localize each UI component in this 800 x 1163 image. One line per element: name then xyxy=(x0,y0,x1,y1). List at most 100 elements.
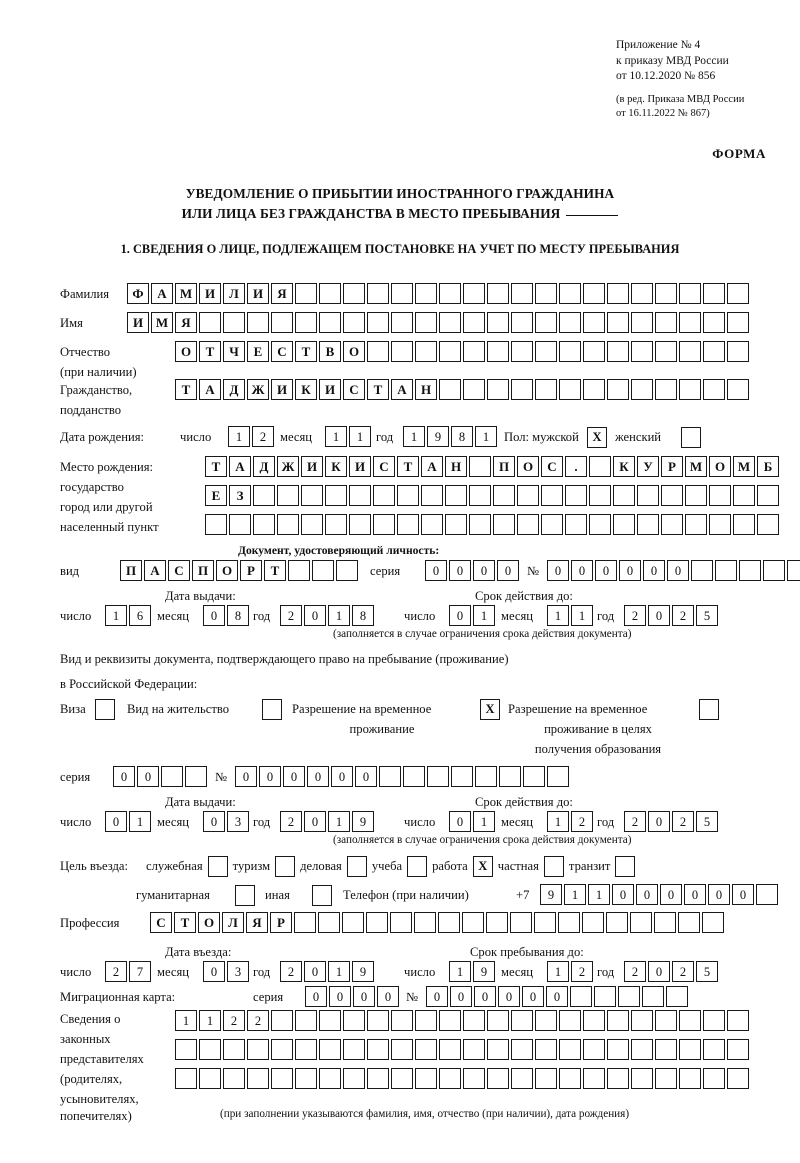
char-cell[interactable] xyxy=(727,379,749,400)
char-cell[interactable] xyxy=(655,283,677,304)
char-cell[interactable] xyxy=(607,379,629,400)
char-cell[interactable] xyxy=(511,341,533,362)
char-cell[interactable]: 0 xyxy=(113,766,135,787)
char-cell[interactable] xyxy=(277,514,299,535)
char-cell[interactable] xyxy=(223,1068,245,1089)
char-cell[interactable]: А xyxy=(144,560,166,581)
char-cell[interactable] xyxy=(679,283,701,304)
char-cell[interactable] xyxy=(493,485,515,506)
char-cell[interactable]: 1 xyxy=(547,961,569,982)
char-cell[interactable]: К xyxy=(295,379,317,400)
char-cell[interactable]: 0 xyxy=(304,605,326,626)
char-cell[interactable] xyxy=(607,1068,629,1089)
char-cell[interactable]: 0 xyxy=(377,986,399,1007)
char-cell[interactable] xyxy=(319,1068,341,1089)
char-cell[interactable] xyxy=(787,560,800,581)
char-cell[interactable]: 1 xyxy=(571,605,593,626)
char-cell[interactable] xyxy=(757,514,779,535)
char-cell[interactable] xyxy=(199,312,221,333)
char-cell[interactable]: 2 xyxy=(105,961,127,982)
char-cell[interactable]: Л xyxy=(222,912,244,933)
char-cell[interactable]: 1 xyxy=(325,426,347,447)
purpose-option-checkbox[interactable] xyxy=(207,855,228,877)
char-cell[interactable] xyxy=(607,283,629,304)
char-cell[interactable] xyxy=(367,1068,389,1089)
char-cell[interactable]: 0 xyxy=(449,605,471,626)
char-cell[interactable] xyxy=(271,1039,293,1060)
char-cell[interactable]: 0 xyxy=(547,560,569,581)
visa-checkbox[interactable] xyxy=(95,698,115,720)
char-cell[interactable]: 2 xyxy=(280,605,302,626)
char-cell[interactable] xyxy=(618,986,640,1007)
char-cell[interactable]: 0 xyxy=(619,560,641,581)
char-cell[interactable]: 1 xyxy=(105,605,127,626)
char-cell[interactable] xyxy=(223,1039,245,1060)
char-cell[interactable]: 2 xyxy=(252,426,274,447)
char-cell[interactable] xyxy=(655,379,677,400)
char-cell[interactable] xyxy=(487,1068,509,1089)
char-cell[interactable]: 9 xyxy=(540,884,562,905)
char-cell[interactable] xyxy=(756,884,778,905)
char-cell[interactable] xyxy=(439,1010,461,1031)
char-cell[interactable]: Т xyxy=(175,379,197,400)
char-cell[interactable] xyxy=(343,1068,365,1089)
char-cell[interactable] xyxy=(709,514,731,535)
char-cell[interactable]: 0 xyxy=(304,811,326,832)
char-cell[interactable] xyxy=(631,341,653,362)
char-cell[interactable] xyxy=(607,1010,629,1031)
char-cell[interactable] xyxy=(463,312,485,333)
char-cell[interactable] xyxy=(703,341,725,362)
char-cell[interactable] xyxy=(739,560,761,581)
char-cell[interactable] xyxy=(469,456,491,477)
char-cell[interactable] xyxy=(631,379,653,400)
char-cell[interactable] xyxy=(318,912,340,933)
char-cell[interactable] xyxy=(499,766,521,787)
char-cell[interactable] xyxy=(565,514,587,535)
char-cell[interactable]: Р xyxy=(240,560,262,581)
temp-residence-checkbox[interactable]: X xyxy=(480,698,500,720)
char-cell[interactable] xyxy=(570,986,592,1007)
char-cell[interactable]: 0 xyxy=(283,766,305,787)
char-cell[interactable] xyxy=(205,514,227,535)
char-cell[interactable] xyxy=(733,485,755,506)
char-cell[interactable]: 0 xyxy=(546,986,568,1007)
char-cell[interactable] xyxy=(511,1010,533,1031)
char-cell[interactable] xyxy=(589,514,611,535)
char-cell[interactable] xyxy=(295,1039,317,1060)
purpose-option-checkbox[interactable] xyxy=(346,855,367,877)
char-cell[interactable] xyxy=(679,379,701,400)
char-cell[interactable] xyxy=(679,341,701,362)
char-cell[interactable] xyxy=(679,1039,701,1060)
char-cell[interactable] xyxy=(703,379,725,400)
char-cell[interactable] xyxy=(199,1068,221,1089)
char-cell[interactable]: 9 xyxy=(352,961,374,982)
birthplace-row-3-input[interactable] xyxy=(205,514,781,535)
char-cell[interactable]: А xyxy=(151,283,173,304)
char-cell[interactable] xyxy=(637,485,659,506)
char-cell[interactable]: 0 xyxy=(353,986,375,1007)
char-cell[interactable] xyxy=(325,485,347,506)
representatives-row-3-input[interactable] xyxy=(175,1068,751,1089)
char-cell[interactable] xyxy=(727,341,749,362)
char-cell[interactable] xyxy=(379,766,401,787)
char-cell[interactable] xyxy=(517,485,539,506)
char-cell[interactable] xyxy=(439,283,461,304)
char-cell[interactable]: 1 xyxy=(328,961,350,982)
char-cell[interactable] xyxy=(463,283,485,304)
char-cell[interactable] xyxy=(655,1068,677,1089)
char-cell[interactable]: 1 xyxy=(129,811,151,832)
char-cell[interactable]: 0 xyxy=(474,986,496,1007)
char-cell[interactable] xyxy=(655,312,677,333)
char-cell[interactable]: 0 xyxy=(425,560,447,581)
char-cell[interactable] xyxy=(666,986,688,1007)
